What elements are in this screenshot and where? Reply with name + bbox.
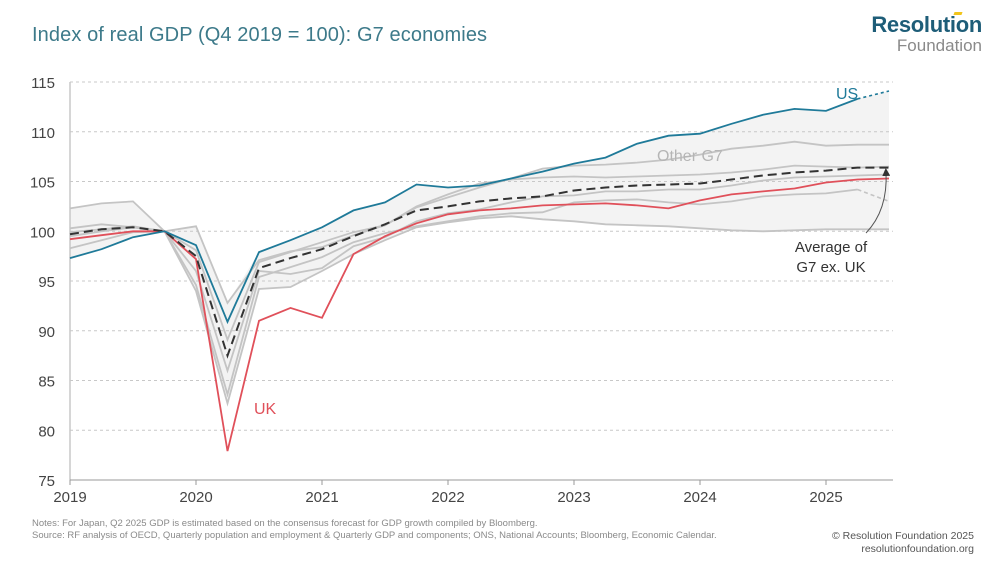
logo: Resolution Foundation <box>871 12 982 55</box>
us-line <box>69 98 858 325</box>
x-tick-label: 2024 <box>683 489 716 506</box>
y-tick-label: 100 <box>30 224 55 241</box>
other-g7-line <box>69 140 889 305</box>
x-tick-label: 2023 <box>557 489 590 506</box>
average-label-line-2: G7 ex. UK <box>796 259 865 276</box>
x-axis-ticks: 2019 2020 2021 2022 2023 2024 2025 <box>53 480 843 506</box>
website-text: resolutionfoundation.org <box>861 543 974 555</box>
us-label: US <box>836 86 858 103</box>
x-tick-label: 2020 <box>179 489 212 506</box>
other-g7-line <box>69 188 858 398</box>
x-tick-label: 2019 <box>53 489 86 506</box>
x-tick-label: 2022 <box>431 489 464 506</box>
other-g7-label: Other G7 <box>657 148 723 165</box>
x-tick-label: 2025 <box>809 489 842 506</box>
other-g7-line <box>69 173 890 374</box>
y-tick-label: 80 <box>38 423 55 440</box>
y-tick-label: 85 <box>38 374 55 391</box>
y-tick-label: 90 <box>38 324 55 341</box>
average-label-line-1: Average of <box>795 239 868 256</box>
logo-line-2: Foundation <box>896 36 982 55</box>
uk-label: UK <box>254 401 277 418</box>
series-lines <box>69 90 890 452</box>
x-tick-label: 2021 <box>305 489 338 506</box>
y-tick-label: 105 <box>30 175 55 192</box>
y-tick-label: 115 <box>31 75 55 92</box>
logo-line-1: Resolution <box>871 12 982 37</box>
annotations: US UK Other G7 Average of G7 ex. UK <box>254 86 891 418</box>
range-band-shape <box>70 90 889 404</box>
y-tick-label: 95 <box>38 274 55 291</box>
uk-line <box>69 177 890 452</box>
average-arrow-icon <box>865 168 891 234</box>
source-text: Source: RF analysis of OECD, Quarterly p… <box>32 529 717 541</box>
logo-text-resolution: Resolution <box>871 12 982 37</box>
copyright-block: © Resolution Foundation 2025 resolutionf… <box>832 530 974 556</box>
notes-text: Notes: For Japan, Q2 2025 GDP is estimat… <box>32 518 538 529</box>
average-g7-ex-uk-line <box>69 166 889 359</box>
other-g7-range-band <box>70 90 889 404</box>
y-axis-ticks: 75 80 85 90 95 100 105 110 115 <box>30 75 55 490</box>
footnotes: Notes: For Japan, Q2 2025 GDP is estimat… <box>32 518 717 541</box>
y-tick-label: 75 <box>38 473 55 490</box>
y-tick-label: 110 <box>31 125 55 142</box>
copyright-text: © Resolution Foundation 2025 <box>831 530 974 542</box>
chart-title: Index of real GDP (Q4 2019 = 100): G7 ec… <box>32 24 488 46</box>
other-g7-line <box>69 164 890 343</box>
